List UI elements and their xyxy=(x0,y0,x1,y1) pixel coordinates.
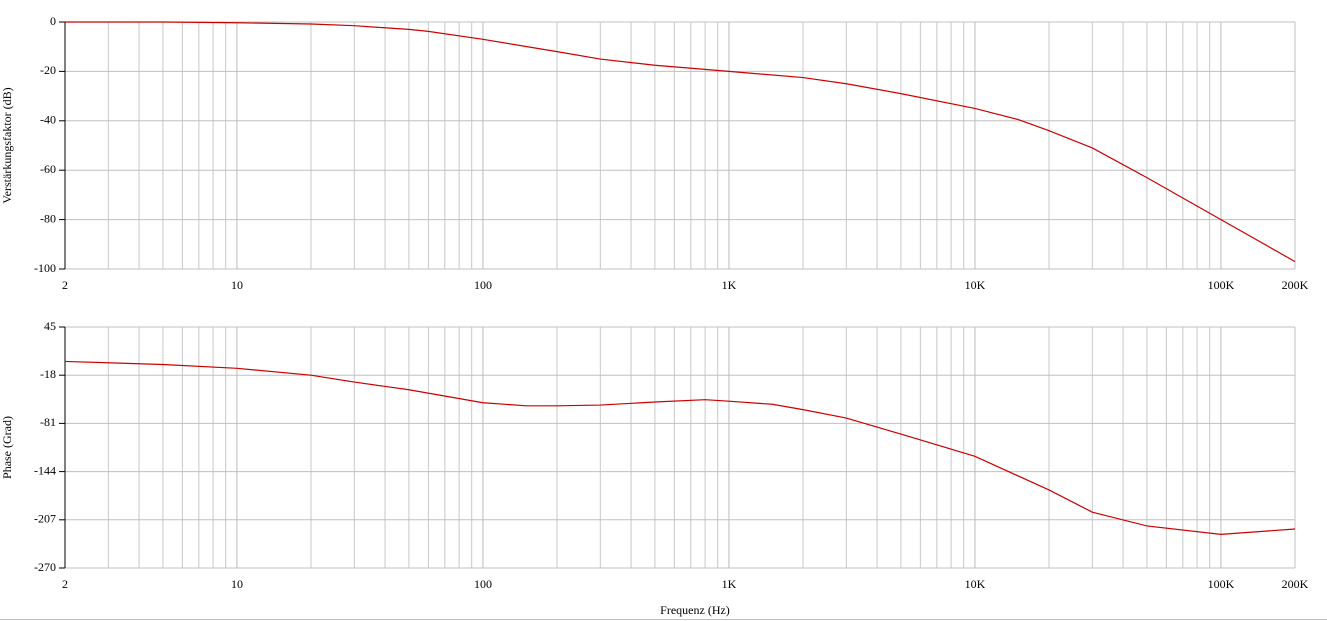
x-tick-label: 1K xyxy=(722,577,737,591)
x-tick-label: 1K xyxy=(722,278,737,292)
x-tick-label: 100K xyxy=(1208,577,1235,591)
y-tick-label: -60 xyxy=(40,162,56,176)
y-tick-label: 0 xyxy=(50,14,56,28)
data-line xyxy=(64,360,1296,535)
y-tick-label: -20 xyxy=(40,63,56,77)
x-tick-label: 2 xyxy=(62,577,68,591)
x-tick-label: 10 xyxy=(231,278,243,292)
x-tick-label: 10 xyxy=(231,577,243,591)
data-line xyxy=(65,21,1296,263)
x-tick-label: 10K xyxy=(965,278,986,292)
y-tick-label: -270 xyxy=(34,560,56,574)
x-axis-label: Frequenz (Hz) xyxy=(660,603,730,617)
y-tick-label: 45 xyxy=(44,319,56,333)
x-tick-label: 200K xyxy=(1282,278,1309,292)
y-axis-label: Phase (Grad) xyxy=(0,416,14,479)
y-tick-label: -18 xyxy=(40,367,56,381)
x-tick-label: 10K xyxy=(965,577,986,591)
y-axis-label: Verstärkungsfaktor (dB) xyxy=(0,87,14,203)
y-tick-label: -144 xyxy=(34,463,56,477)
x-tick-label: 100 xyxy=(474,278,492,292)
x-tick-label: 200K xyxy=(1282,577,1309,591)
y-tick-label: -80 xyxy=(40,211,56,225)
x-tick-label: 2 xyxy=(62,278,68,292)
x-tick-label: 100K xyxy=(1208,278,1235,292)
y-tick-label: -40 xyxy=(40,113,56,127)
x-tick-label: 100 xyxy=(474,577,492,591)
y-tick-label: -100 xyxy=(34,261,56,275)
y-tick-label: -81 xyxy=(40,415,56,429)
y-tick-label: -207 xyxy=(34,512,56,526)
